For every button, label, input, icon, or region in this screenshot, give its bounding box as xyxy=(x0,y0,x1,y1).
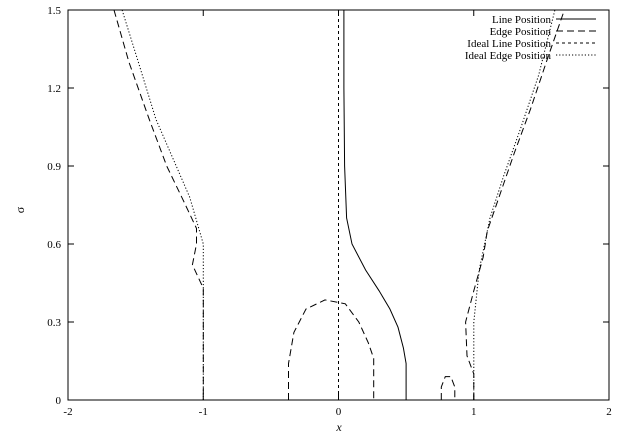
x-axis-label: x xyxy=(335,420,342,434)
series-line-edge-position xyxy=(465,9,565,400)
legend-label-line-position: Line Position xyxy=(492,14,551,26)
legend-label-ideal-line-position: Ideal Line Position xyxy=(467,38,551,50)
y-tick-label: 0.3 xyxy=(47,317,61,329)
x-tick-label: 1 xyxy=(471,406,477,418)
series-line-line-position xyxy=(343,10,407,400)
y-tick-label: 0.6 xyxy=(47,239,61,251)
series-line-ideal-edge-position xyxy=(473,9,556,400)
y-axis-label: σ xyxy=(13,206,27,213)
x-tick-label: -1 xyxy=(199,406,208,418)
series-line-edge-position xyxy=(440,376,456,400)
y-tick-label: 0 xyxy=(56,395,62,407)
x-tick-label: -2 xyxy=(63,406,72,418)
legend-label-ideal-edge-position: Ideal Edge Position xyxy=(465,50,552,62)
y-tick-label: 0.9 xyxy=(47,161,61,173)
series-line-ideal-edge-position xyxy=(121,9,204,400)
x-tick-label: 2 xyxy=(606,406,612,418)
x-tick-label: 0 xyxy=(336,406,342,418)
series-line-edge-position xyxy=(113,9,204,400)
y-tick-label: 1.2 xyxy=(47,83,61,95)
series-line-edge-position xyxy=(288,299,375,400)
axis-ticks: -2 -1 0 1 2 0 0.3 0.6 0.9 1.2 1.5 xyxy=(47,5,612,418)
series-layer xyxy=(113,9,565,400)
y-tick-label: 1.5 xyxy=(47,5,61,17)
legend-label-edge-position: Edge Position xyxy=(490,26,552,38)
